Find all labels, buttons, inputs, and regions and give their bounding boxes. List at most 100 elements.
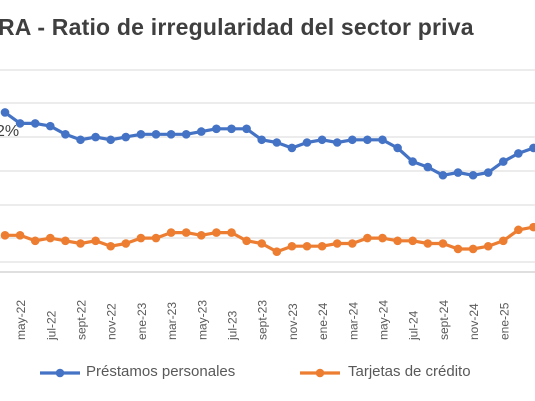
data-point — [317, 241, 327, 251]
data-point — [453, 244, 463, 254]
x-tick-label: jul-22 — [44, 310, 58, 341]
data-point — [151, 130, 161, 139]
data-point — [106, 241, 115, 251]
data-point — [468, 244, 478, 254]
data-point — [363, 233, 372, 243]
data-point — [453, 168, 463, 177]
x-tick-label: jul-24 — [407, 310, 421, 341]
x-tick-label: may-22 — [14, 300, 28, 340]
series-line-0 — [4, 111, 535, 177]
x-tick-label: sept-22 — [75, 300, 89, 340]
data-point — [529, 143, 535, 153]
series-lines — [4, 111, 535, 254]
x-tick-label: may-23 — [195, 300, 209, 340]
data-point — [121, 239, 131, 248]
x-tick-label: nov-22 — [105, 303, 119, 340]
data-point — [499, 157, 508, 166]
x-tick-label: may-24 — [377, 300, 391, 340]
legend-markers — [40, 368, 340, 378]
data-point — [393, 236, 402, 246]
series-points — [0, 108, 535, 256]
data-point — [61, 130, 70, 139]
data-point — [348, 135, 357, 145]
gridlines — [0, 69, 535, 273]
data-point — [378, 233, 387, 243]
data-point — [438, 170, 448, 180]
data-point — [181, 228, 191, 237]
data-point — [30, 236, 40, 246]
legend-marker-1 — [315, 368, 325, 378]
x-tick-label: nov-24 — [467, 303, 481, 340]
data-point — [181, 130, 191, 139]
data-point — [529, 222, 535, 232]
data-point — [30, 119, 40, 128]
data-point — [302, 241, 312, 251]
data-point — [46, 121, 55, 131]
data-point — [499, 236, 508, 246]
data-point — [121, 132, 131, 142]
data-point — [348, 239, 357, 248]
data-point — [76, 135, 85, 145]
data-point — [0, 108, 10, 117]
data-point — [227, 228, 236, 237]
x-tick-label: ene-23 — [135, 302, 149, 340]
legend-item-prestamos: Préstamos personales — [86, 363, 236, 380]
data-point — [15, 231, 25, 240]
x-tick-label: mar-23 — [165, 302, 179, 340]
data-point — [46, 233, 55, 243]
data-point — [91, 132, 100, 142]
data-point — [227, 124, 236, 134]
legend-item-tarjetas: Tarjetas de crédito — [348, 363, 471, 380]
data-point — [257, 239, 267, 248]
data-point — [91, 236, 100, 246]
x-tick-label: ene-24 — [316, 302, 330, 340]
data-point — [332, 138, 342, 147]
data-point — [408, 157, 418, 166]
data-point — [136, 233, 146, 243]
data-point — [423, 239, 433, 248]
data-point — [15, 119, 25, 128]
data-point — [242, 236, 251, 246]
data-point — [287, 143, 297, 153]
y-tick-label: 2% — [0, 123, 20, 140]
data-point — [423, 162, 433, 172]
chart-title: RA - Ratio de irregularidad del sector p… — [0, 14, 474, 40]
data-point — [514, 225, 523, 235]
data-point — [378, 135, 387, 145]
data-point — [317, 135, 327, 145]
data-point — [166, 130, 176, 139]
data-point — [514, 149, 523, 158]
data-point — [212, 124, 221, 134]
data-point — [287, 241, 297, 251]
data-point — [197, 231, 206, 240]
x-tick-label: mar-24 — [346, 302, 360, 340]
data-point — [272, 247, 282, 256]
data-point — [483, 168, 493, 177]
data-point — [106, 135, 115, 145]
data-point — [257, 135, 267, 145]
data-point — [212, 228, 221, 237]
x-axis-labels: may-22 jul-22 sept-22 nov-22 ene-23 mar-23 may… — [14, 300, 511, 341]
data-point — [483, 241, 493, 251]
data-point — [363, 135, 372, 145]
x-tick-label: ene-25 — [497, 302, 511, 340]
data-point — [0, 231, 10, 240]
data-point — [61, 236, 70, 246]
x-tick-label: jul-23 — [226, 310, 240, 341]
x-tick-label: sept-24 — [437, 300, 451, 340]
data-point — [393, 143, 402, 153]
data-point — [438, 239, 448, 248]
data-point — [136, 130, 146, 139]
x-tick-label: sept-23 — [256, 300, 270, 340]
data-point — [151, 233, 161, 243]
x-tick-label: nov-23 — [286, 303, 300, 340]
data-point — [332, 239, 342, 248]
data-point — [468, 170, 478, 180]
data-point — [302, 138, 312, 147]
data-point — [242, 124, 251, 134]
data-point — [197, 127, 206, 136]
legend-marker-0 — [55, 368, 65, 378]
data-point — [166, 228, 176, 237]
data-point — [408, 236, 418, 246]
